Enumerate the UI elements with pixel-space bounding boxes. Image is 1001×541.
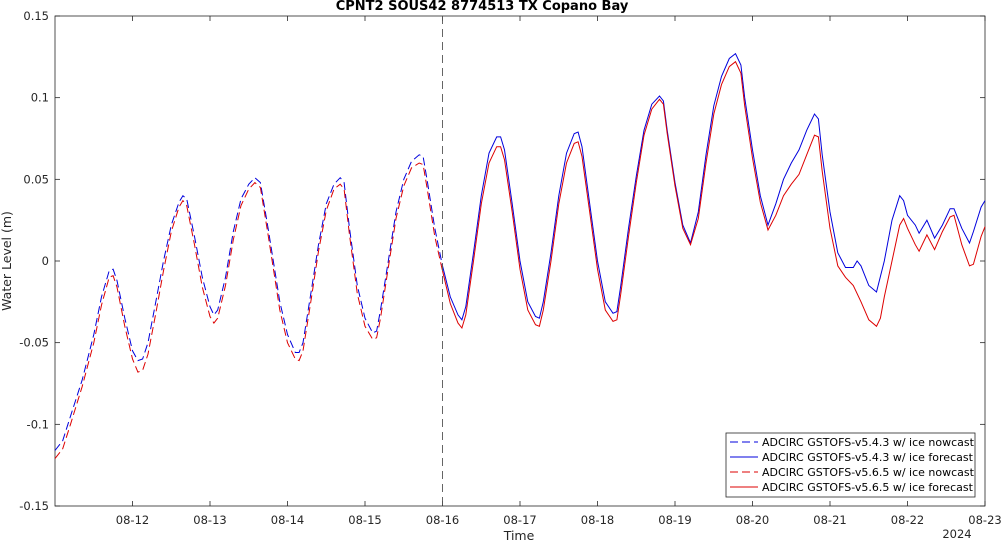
legend: ADCIRC GSTOFS-v5.4.3 w/ ice nowcast ADCIR… — [725, 432, 976, 498]
y-tick-label: 0.05 — [23, 172, 49, 186]
x-tick-label: 08-15 — [348, 513, 381, 527]
x-tick-label: 08-18 — [581, 513, 614, 527]
series-line-3 — [54, 162, 443, 459]
legend-box — [725, 432, 976, 498]
x-tick-label: 08-20 — [736, 513, 769, 527]
x-axis-year-label: 2024 — [942, 527, 971, 541]
series-line-2 — [442, 52, 986, 321]
x-axis-label: Time — [503, 528, 535, 541]
x-tick-label: 08-19 — [658, 513, 691, 527]
x-tick-label: 08-16 — [426, 513, 459, 527]
x-tick-label: 08-17 — [503, 513, 536, 527]
legend-label-2: ADCIRC GSTOFS-v5.4.3 w/ ice forecast — [762, 451, 974, 464]
x-tick-label: 08-21 — [813, 513, 846, 527]
y-tick-label: -0.15 — [19, 499, 49, 513]
y-tick-label: 0.1 — [31, 91, 49, 105]
legend-label-3: ADCIRC GSTOFS-v5.6.5 w/ ice nowcast — [762, 466, 975, 479]
x-tick-label: 08-14 — [271, 513, 304, 527]
x-axis: 08-12 08-13 08-14 08-15 08-16 08-17 08-18 08-19… — [116, 16, 1001, 527]
y-tick-label: 0 — [42, 254, 49, 268]
y-tick-label: -0.1 — [27, 417, 49, 431]
x-tick-label: 08-13 — [193, 513, 226, 527]
legend-label-4: ADCIRC GSTOFS-v5.6.5 w/ ice forecast — [762, 481, 974, 494]
series-line-4 — [442, 60, 986, 330]
legend-label-1: ADCIRC GSTOFS-v5.4.3 w/ ice nowcast — [762, 436, 975, 449]
y-axis-label: Water Level (m) — [0, 211, 14, 311]
x-tick-label: 08-23 — [968, 513, 1001, 527]
x-tick-label: 08-12 — [116, 513, 149, 527]
y-tick-label: -0.05 — [19, 336, 49, 350]
chart-title: CPNT2 SOUS42 8774513 TX Copano Bay — [336, 0, 629, 14]
y-tick-label: 0.15 — [23, 9, 49, 23]
y-axis: 0.15 0.1 0.05 0 -0.05 -0.1 -0.15 — [19, 9, 985, 513]
x-tick-label: 08-22 — [891, 513, 924, 527]
series-layer — [54, 52, 986, 459]
series-line-1 — [54, 154, 443, 451]
